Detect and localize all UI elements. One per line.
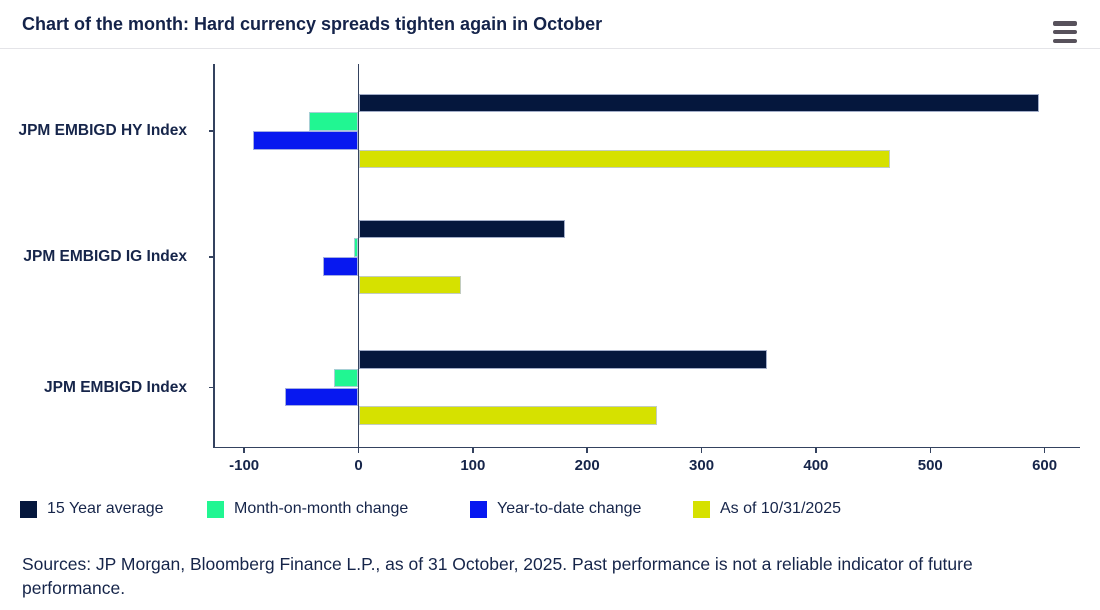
x-axis-line <box>213 446 1080 448</box>
hamburger-icon <box>1053 21 1077 26</box>
x-axis-tick-label: 400 <box>803 457 829 474</box>
hamburger-icon <box>1053 29 1077 35</box>
bar-month-on-month-change-jpm-embigd-index <box>334 368 359 388</box>
legend-item-month-on-month-change[interactable]: Month-on-month change <box>207 500 408 518</box>
legend-item-year-to-date-change[interactable]: Year-to-date change <box>470 500 641 518</box>
bar-as-of-10-31-2025-jpm-embigd-hy-index <box>358 149 891 169</box>
legend-swatch-icon <box>207 500 224 518</box>
zero-line <box>357 64 360 448</box>
x-axis-tick-label: -100 <box>229 457 260 474</box>
y-axis-tick <box>208 256 213 258</box>
x-axis-tick <box>586 448 588 453</box>
x-axis-tick <box>815 448 817 453</box>
legend-item-as-of-10-31-2025[interactable]: As of 10/31/2025 <box>693 500 841 518</box>
x-axis-tick <box>472 448 474 453</box>
bar-as-of-10-31-2025-jpm-embigd-ig-index <box>358 275 462 295</box>
bar-year-to-date-change-jpm-embigd-index <box>285 387 359 407</box>
bar-month-on-month-change-jpm-embigd-hy-index <box>309 112 359 131</box>
hamburger-icon <box>1053 38 1077 43</box>
bar-year-to-date-change-jpm-embigd-ig-index <box>323 257 359 276</box>
legend-swatch-icon <box>693 500 710 518</box>
bar-15-year-average-jpm-embigd-ig-index <box>358 219 566 239</box>
category-label: JPM EMBIGD Index <box>44 378 187 396</box>
bar-15-year-average-jpm-embigd-index <box>358 350 767 369</box>
x-axis-tick-label: 500 <box>917 457 943 474</box>
category-label: JPM EMBIGD HY Index <box>18 122 187 139</box>
x-axis-tick <box>243 448 245 453</box>
x-axis-tick <box>357 448 360 453</box>
menu-button[interactable] <box>1053 21 1078 43</box>
legend-label: Year-to-date change <box>497 500 642 517</box>
bar-year-to-date-change-jpm-embigd-hy-index <box>253 131 359 150</box>
x-axis-tick <box>929 448 931 453</box>
x-axis-tick-label: 300 <box>689 457 715 474</box>
legend-item-15-year-average[interactable]: 15 Year average <box>20 500 164 518</box>
legend-label: As of 10/31/2025 <box>720 500 841 517</box>
bar-as-of-10-31-2025-jpm-embigd-index <box>358 406 657 425</box>
x-axis-tick <box>1043 448 1046 453</box>
category-label: JPM EMBIGD IG Index <box>23 248 187 265</box>
x-axis-tick-label: 600 <box>1032 457 1058 474</box>
legend-label: 15 Year average <box>47 500 164 517</box>
x-axis-tick-label: 200 <box>574 457 600 474</box>
y-axis-line <box>213 64 215 448</box>
x-axis-tick <box>700 448 703 453</box>
y-axis-tick <box>208 130 213 132</box>
bar-month-on-month-change-jpm-embigd-ig-index <box>353 238 359 257</box>
legend-swatch-icon <box>470 500 487 518</box>
bar-15-year-average-jpm-embigd-hy-index <box>358 93 1039 113</box>
x-axis-tick-label: 100 <box>460 457 486 474</box>
legend-swatch-icon <box>20 500 37 518</box>
sources-note: Sources: JP Morgan, Bloomberg Finance L.… <box>22 554 973 598</box>
x-axis-tick-label: 0 <box>354 457 363 474</box>
y-axis-tick <box>208 386 213 389</box>
page-title: Chart of the month: Hard currency spread… <box>22 14 603 34</box>
legend-label: Month-on-month change <box>234 500 409 517</box>
divider <box>0 48 1100 49</box>
